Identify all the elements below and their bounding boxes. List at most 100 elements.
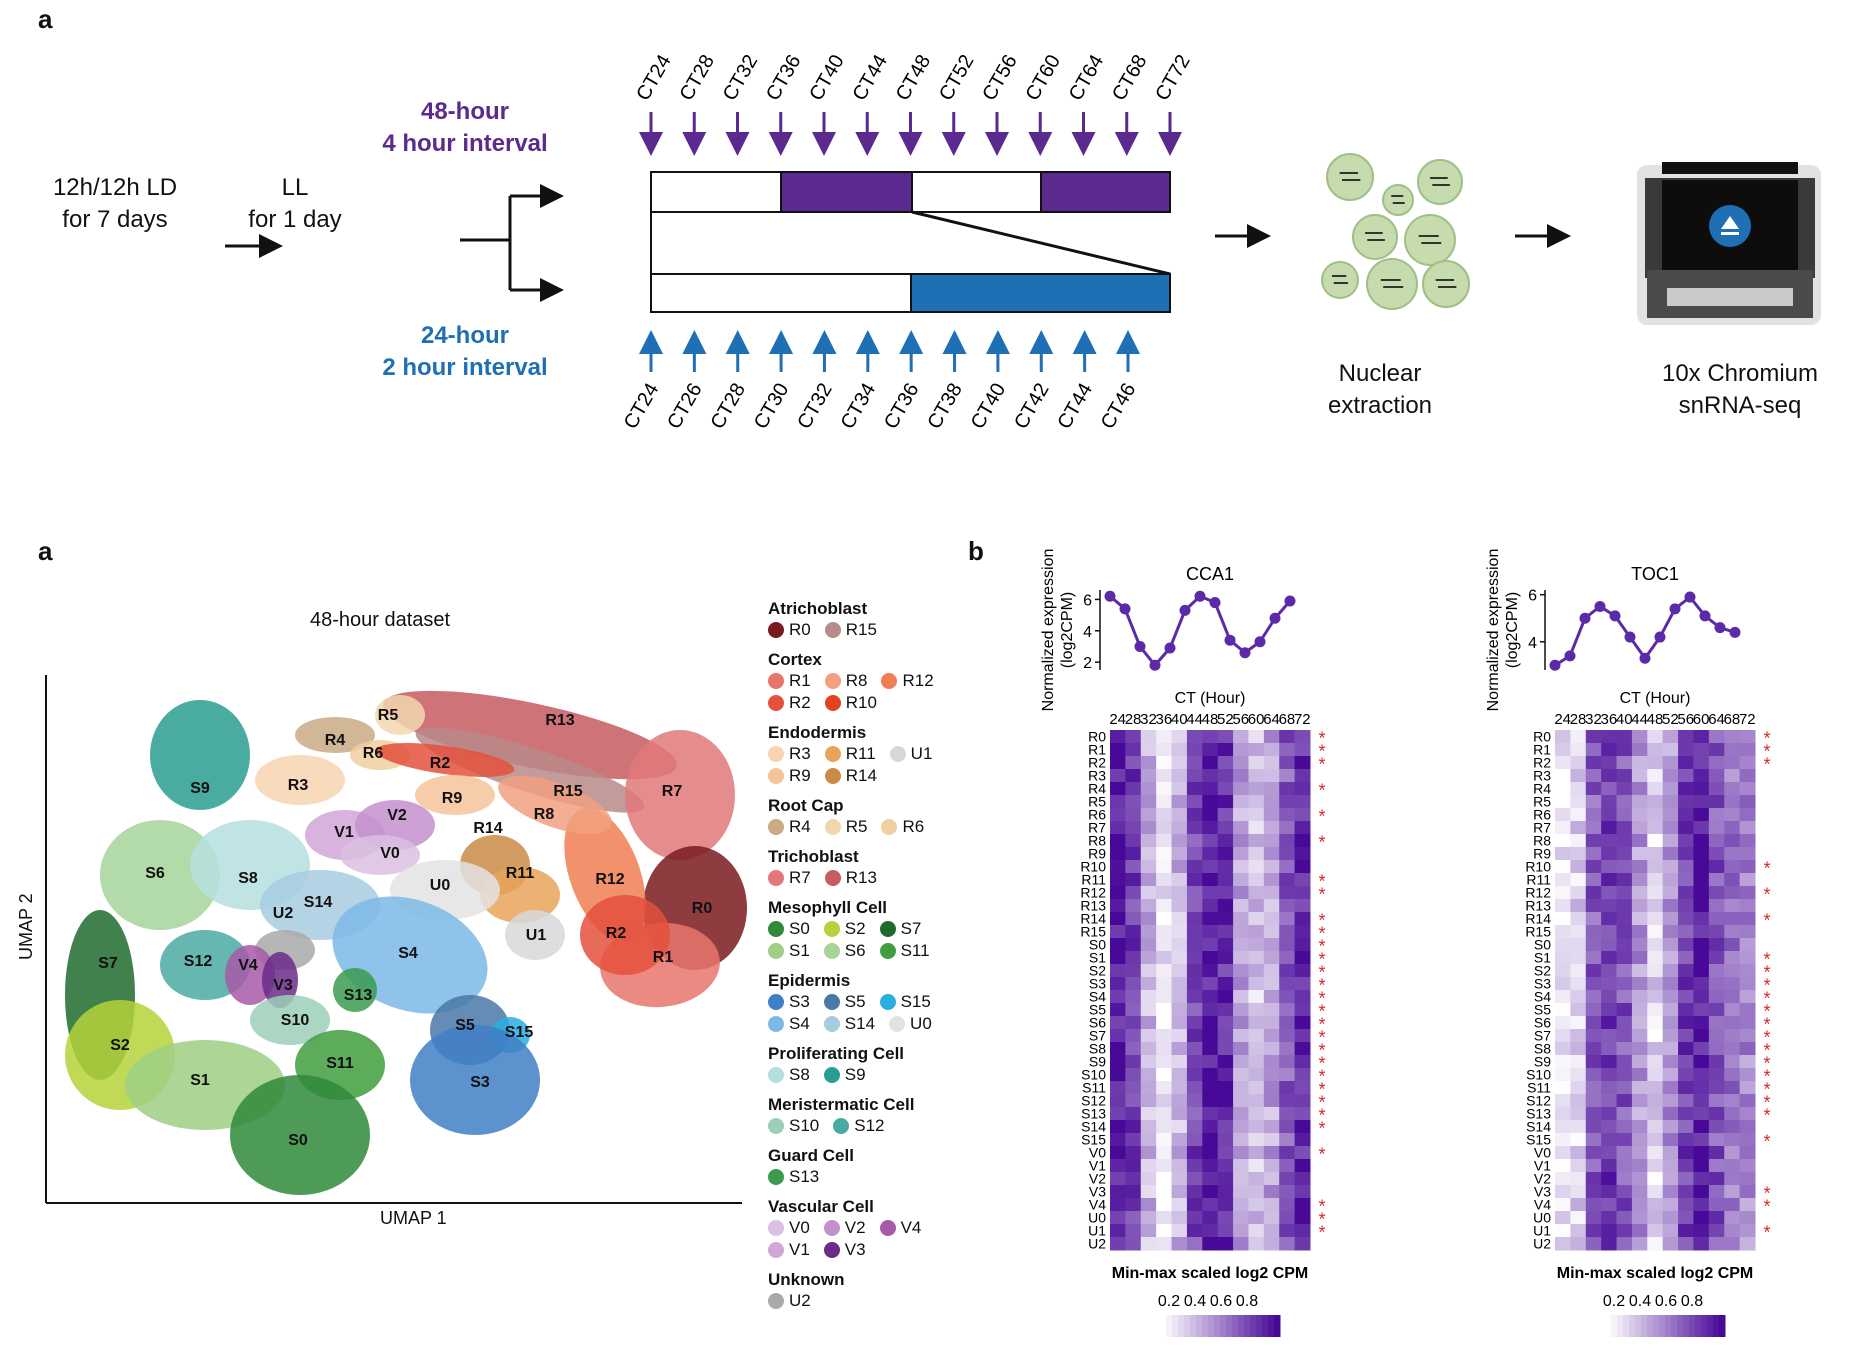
heatmap-cell [1693,899,1710,913]
heatmap-cell [1217,1211,1234,1225]
series-point [1194,590,1206,602]
heatmap-cell [1125,1003,1142,1017]
heatmap-cell [1202,795,1219,809]
heatmap-cell [1678,1042,1694,1056]
heatmap-cell [1186,938,1203,952]
heatmap-cell [1585,1146,1602,1160]
heatmap-cell [1156,808,1173,822]
heatmap-cell [1263,1159,1280,1173]
heatmap-cell [1294,1055,1311,1069]
significance-star: * [1763,1184,1770,1204]
heatmap-cell [1248,1107,1265,1121]
cluster-legend: Atrichoblast R0 R15 Cortex R1 R8 R12 R2 R10 Endod… [768,598,968,1320]
heatmap-cell [1678,1120,1694,1134]
heatmap-cell [1739,847,1756,861]
heatmap-cell [1708,756,1725,770]
series-point [1104,590,1116,602]
heatmap-row-label: R0 [1088,729,1106,745]
legend-swatch [824,622,841,638]
heatmap-cell [1186,899,1203,913]
heatmap-col-label: 40 [1171,711,1188,728]
heatmap-cell [1616,730,1633,744]
heatmap-cell [1202,1146,1219,1160]
heatmap-cell [1125,847,1142,861]
heatmap-cell [1279,990,1296,1004]
heatmap-cell [1647,990,1664,1004]
heatmap-cell [1233,977,1249,991]
colorbar-segment [1226,1315,1233,1337]
heatmap-cell [1294,1211,1311,1225]
heatmap-cell [1616,756,1633,770]
heatmap-cell [1678,1159,1694,1173]
legend-swatch [768,870,784,886]
line-y-tick: 4 [1528,635,1537,652]
heatmap-cell [1739,1055,1756,1069]
heatmap-cell [1662,1133,1679,1147]
heatmap-cell [1140,756,1157,770]
heatmap-cell [1647,821,1664,835]
heatmap-cell [1140,821,1157,835]
bar48-light-1 [650,171,782,213]
heatmap-row-label: U0 [1533,1210,1551,1226]
heatmap-row-label: R8 [1533,833,1551,849]
significance-star: * [1318,1119,1325,1139]
heatmap-cell [1616,1146,1633,1160]
heatmap-cell [1585,990,1602,1004]
nuclear-line2: extraction [1327,392,1433,419]
heatmap-cell [1140,912,1157,926]
umap-label: S6 [145,865,165,882]
heatmap-cell [1616,1042,1633,1056]
heatmap-cell [1601,899,1618,913]
nucleus [1417,159,1463,205]
heatmap-cell [1217,1042,1234,1056]
heatmap-cell [1708,743,1725,757]
heatmap-cell [1647,964,1664,978]
legend-swatch [824,673,841,689]
umap-label: S2 [110,1037,130,1054]
heatmap-cell [1631,990,1648,1004]
heatmap-cell [1263,1055,1280,1069]
heatmap-cell [1156,951,1173,965]
legend-label: R15 [845,620,877,639]
heatmap-cell [1724,1198,1741,1212]
heatmap-cell [1217,1055,1234,1069]
colorbar-segment [1647,1315,1654,1337]
heatmap-cell [1585,821,1602,835]
significance-star: * [1318,989,1325,1009]
heatmap-cell [1202,938,1219,952]
heatmap-cell [1171,899,1188,913]
nuclei-icon [1321,153,1470,310]
heatmap-cell [1140,808,1157,822]
heatmap-cell [1585,1029,1602,1043]
significance-star: * [1763,1080,1770,1100]
chromium-line2: snRNA-seq [1678,392,1802,419]
heatmap-cell [1555,730,1571,744]
heatmap-cell [1248,795,1265,809]
heatmap-row-label: R7 [1533,820,1551,836]
colorbar-segment [1671,1315,1678,1337]
heatmap-cell [1662,795,1679,809]
heatmap-cell [1678,782,1694,796]
heatmap-cell [1156,743,1173,757]
heatmap-cell [1263,925,1280,939]
heatmap-cell [1555,1185,1571,1199]
umap-clusters [65,690,747,1195]
umap-cluster-s0 [230,1075,370,1195]
heatmap-cell [1140,1211,1157,1225]
ct-bottom-label: CT40 [967,380,1011,433]
heatmap-cell [1570,1120,1587,1134]
heatmap-cell [1739,938,1756,952]
heatmap-cell [1708,1224,1725,1238]
heatmap-cell [1601,795,1618,809]
heatmap-cell [1616,1172,1633,1186]
series-point [1239,647,1251,659]
umap-cluster-r2 [375,743,515,777]
heatmap-cell [1263,1042,1280,1056]
heatmap-cell [1662,1185,1679,1199]
heatmap-cell [1140,1055,1157,1069]
heatmap-row-label: S12 [1081,1093,1106,1109]
nucleus [1382,184,1414,216]
step-ld-line1: 12h/12h LD [52,174,178,201]
heatmap-cell [1631,834,1648,848]
